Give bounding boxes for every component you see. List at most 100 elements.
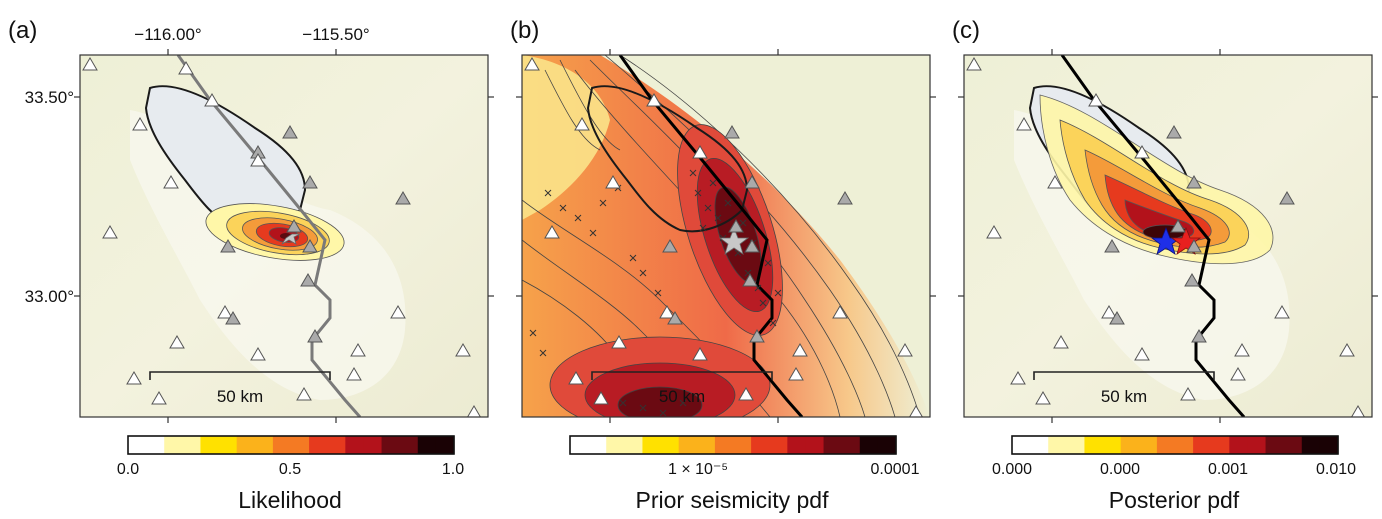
panel-b: (b) xyxy=(510,17,936,513)
frame-ticks xyxy=(516,49,936,423)
colorbar-swatch xyxy=(678,436,698,454)
colorbar-swatch xyxy=(660,436,680,454)
station-triangles xyxy=(966,57,1365,417)
colorbar-title: Likelihood xyxy=(238,487,342,513)
colorbar-swatch xyxy=(399,436,419,454)
colorbar-swatch xyxy=(363,436,383,454)
colorbar-swatch xyxy=(1066,436,1086,454)
colorbar-title: Prior seismicity pdf xyxy=(636,487,830,513)
colorbar-swatch xyxy=(841,436,861,454)
colorbar-swatch xyxy=(254,436,274,454)
colorbar-swatch xyxy=(570,436,589,454)
fault-trace xyxy=(176,55,362,417)
scale-bar-label: 50 km xyxy=(1101,387,1147,406)
panel-label: (a) xyxy=(8,17,37,44)
colorbar-prior xyxy=(569,435,897,455)
colorbar-swatch xyxy=(381,436,401,454)
scale-bar-label: 50 km xyxy=(659,387,705,406)
frame-ticks xyxy=(958,49,1378,423)
longitude-tick-label: −116.00° xyxy=(134,25,201,44)
colorbar-swatch xyxy=(327,436,346,454)
colorbar-swatch xyxy=(1319,436,1339,454)
colorbar-swatch xyxy=(859,436,879,454)
epicenter-star xyxy=(718,226,750,255)
station-triangles xyxy=(524,57,923,417)
colorbar-swatch xyxy=(1211,436,1230,454)
map-area xyxy=(522,55,930,417)
panel-a: (a) −116.00° −115.50° 33.50° 33.00° xyxy=(8,17,494,513)
epicenter-star xyxy=(281,233,301,245)
colorbar-swatch xyxy=(236,436,256,454)
map-frame xyxy=(521,54,931,418)
longitude-tick-label: −115.50° xyxy=(302,25,369,44)
colorbar-swatch xyxy=(1265,436,1285,454)
colorbar-swatch xyxy=(787,436,807,454)
colorbar-tick-label: 0.001 xyxy=(1208,461,1248,478)
colorbar-swatch xyxy=(1229,436,1249,454)
colorbar-swatch xyxy=(1102,436,1122,454)
fault-trace xyxy=(1060,55,1246,417)
colorbar-tick-label: 0.0 xyxy=(117,461,139,478)
frame-ticks xyxy=(74,49,494,423)
colorbar-swatch xyxy=(182,436,202,454)
map-frame xyxy=(963,54,1373,418)
colorbar-tick-label: 1.0 xyxy=(442,461,464,478)
colorbar-swatch xyxy=(1247,436,1267,454)
colorbar-tick-label: 1 × 10⁻⁵ xyxy=(668,461,728,478)
latitude-tick-label: 33.00° xyxy=(25,287,74,306)
colorbar-swatch xyxy=(128,436,147,454)
prior-contour-upper-left xyxy=(522,55,610,220)
colorbar-swatch xyxy=(751,436,770,454)
colorbar-swatch xyxy=(1120,436,1140,454)
panel-c: (c) xyxy=(952,17,1378,513)
colorbar-frame xyxy=(569,435,897,455)
colorbar-swatch xyxy=(164,436,183,454)
colorbar-swatch xyxy=(606,436,625,454)
latitude-tick-label: 33.50° xyxy=(25,88,74,107)
colorbar-swatch xyxy=(1283,436,1303,454)
colorbar-swatch xyxy=(733,436,752,454)
colorbar-swatch xyxy=(696,436,716,454)
colorbar-swatch xyxy=(1012,436,1031,454)
colorbar-swatch xyxy=(624,436,644,454)
map-frame xyxy=(79,54,489,418)
panel-label: (b) xyxy=(510,17,539,44)
colorbar-tick-label: 0.0001 xyxy=(871,461,920,478)
colorbar-title: Posterior pdf xyxy=(1109,487,1240,513)
region-outline xyxy=(586,85,749,233)
colorbar-tick-label: 0.000 xyxy=(1100,461,1140,478)
posterior-contours xyxy=(1039,94,1274,265)
colorbar-swatch xyxy=(1193,436,1212,454)
map-area xyxy=(964,55,1372,417)
colorbar-swatch xyxy=(1156,436,1176,454)
scale-bar: 50 km xyxy=(149,371,331,406)
colorbar-swatch xyxy=(1138,436,1158,454)
colorbar-swatch xyxy=(714,436,734,454)
colorbar-swatch xyxy=(218,436,238,454)
colorbar-swatch xyxy=(1175,436,1194,454)
colorbar-frame xyxy=(127,435,455,455)
colorbar-swatch xyxy=(417,436,437,454)
colorbar-frame xyxy=(1011,435,1339,455)
colorbar-swatch xyxy=(805,436,825,454)
colorbar-swatch xyxy=(588,436,607,454)
colorbar-swatch xyxy=(877,436,897,454)
scale-bar-label: 50 km xyxy=(217,387,263,406)
scale-bar: 50 km xyxy=(1033,371,1215,406)
colorbar-tick-label: 0.010 xyxy=(1316,461,1356,478)
colorbar-likelihood xyxy=(127,435,455,455)
colorbar-swatch xyxy=(146,436,165,454)
colorbar-tick-label: 0.5 xyxy=(279,461,301,478)
panel-label: (c) xyxy=(952,17,980,44)
colorbar-swatch xyxy=(272,436,292,454)
colorbar-swatch xyxy=(1084,436,1104,454)
map-area xyxy=(80,55,488,417)
colorbar-swatch xyxy=(1048,436,1067,454)
fault-trace xyxy=(618,55,804,417)
colorbar-swatch xyxy=(291,436,310,454)
low-prior-region xyxy=(600,55,930,417)
colorbar-swatch xyxy=(345,436,365,454)
scale-bar: 50 km xyxy=(591,371,773,406)
colorbar-swatch xyxy=(309,436,328,454)
